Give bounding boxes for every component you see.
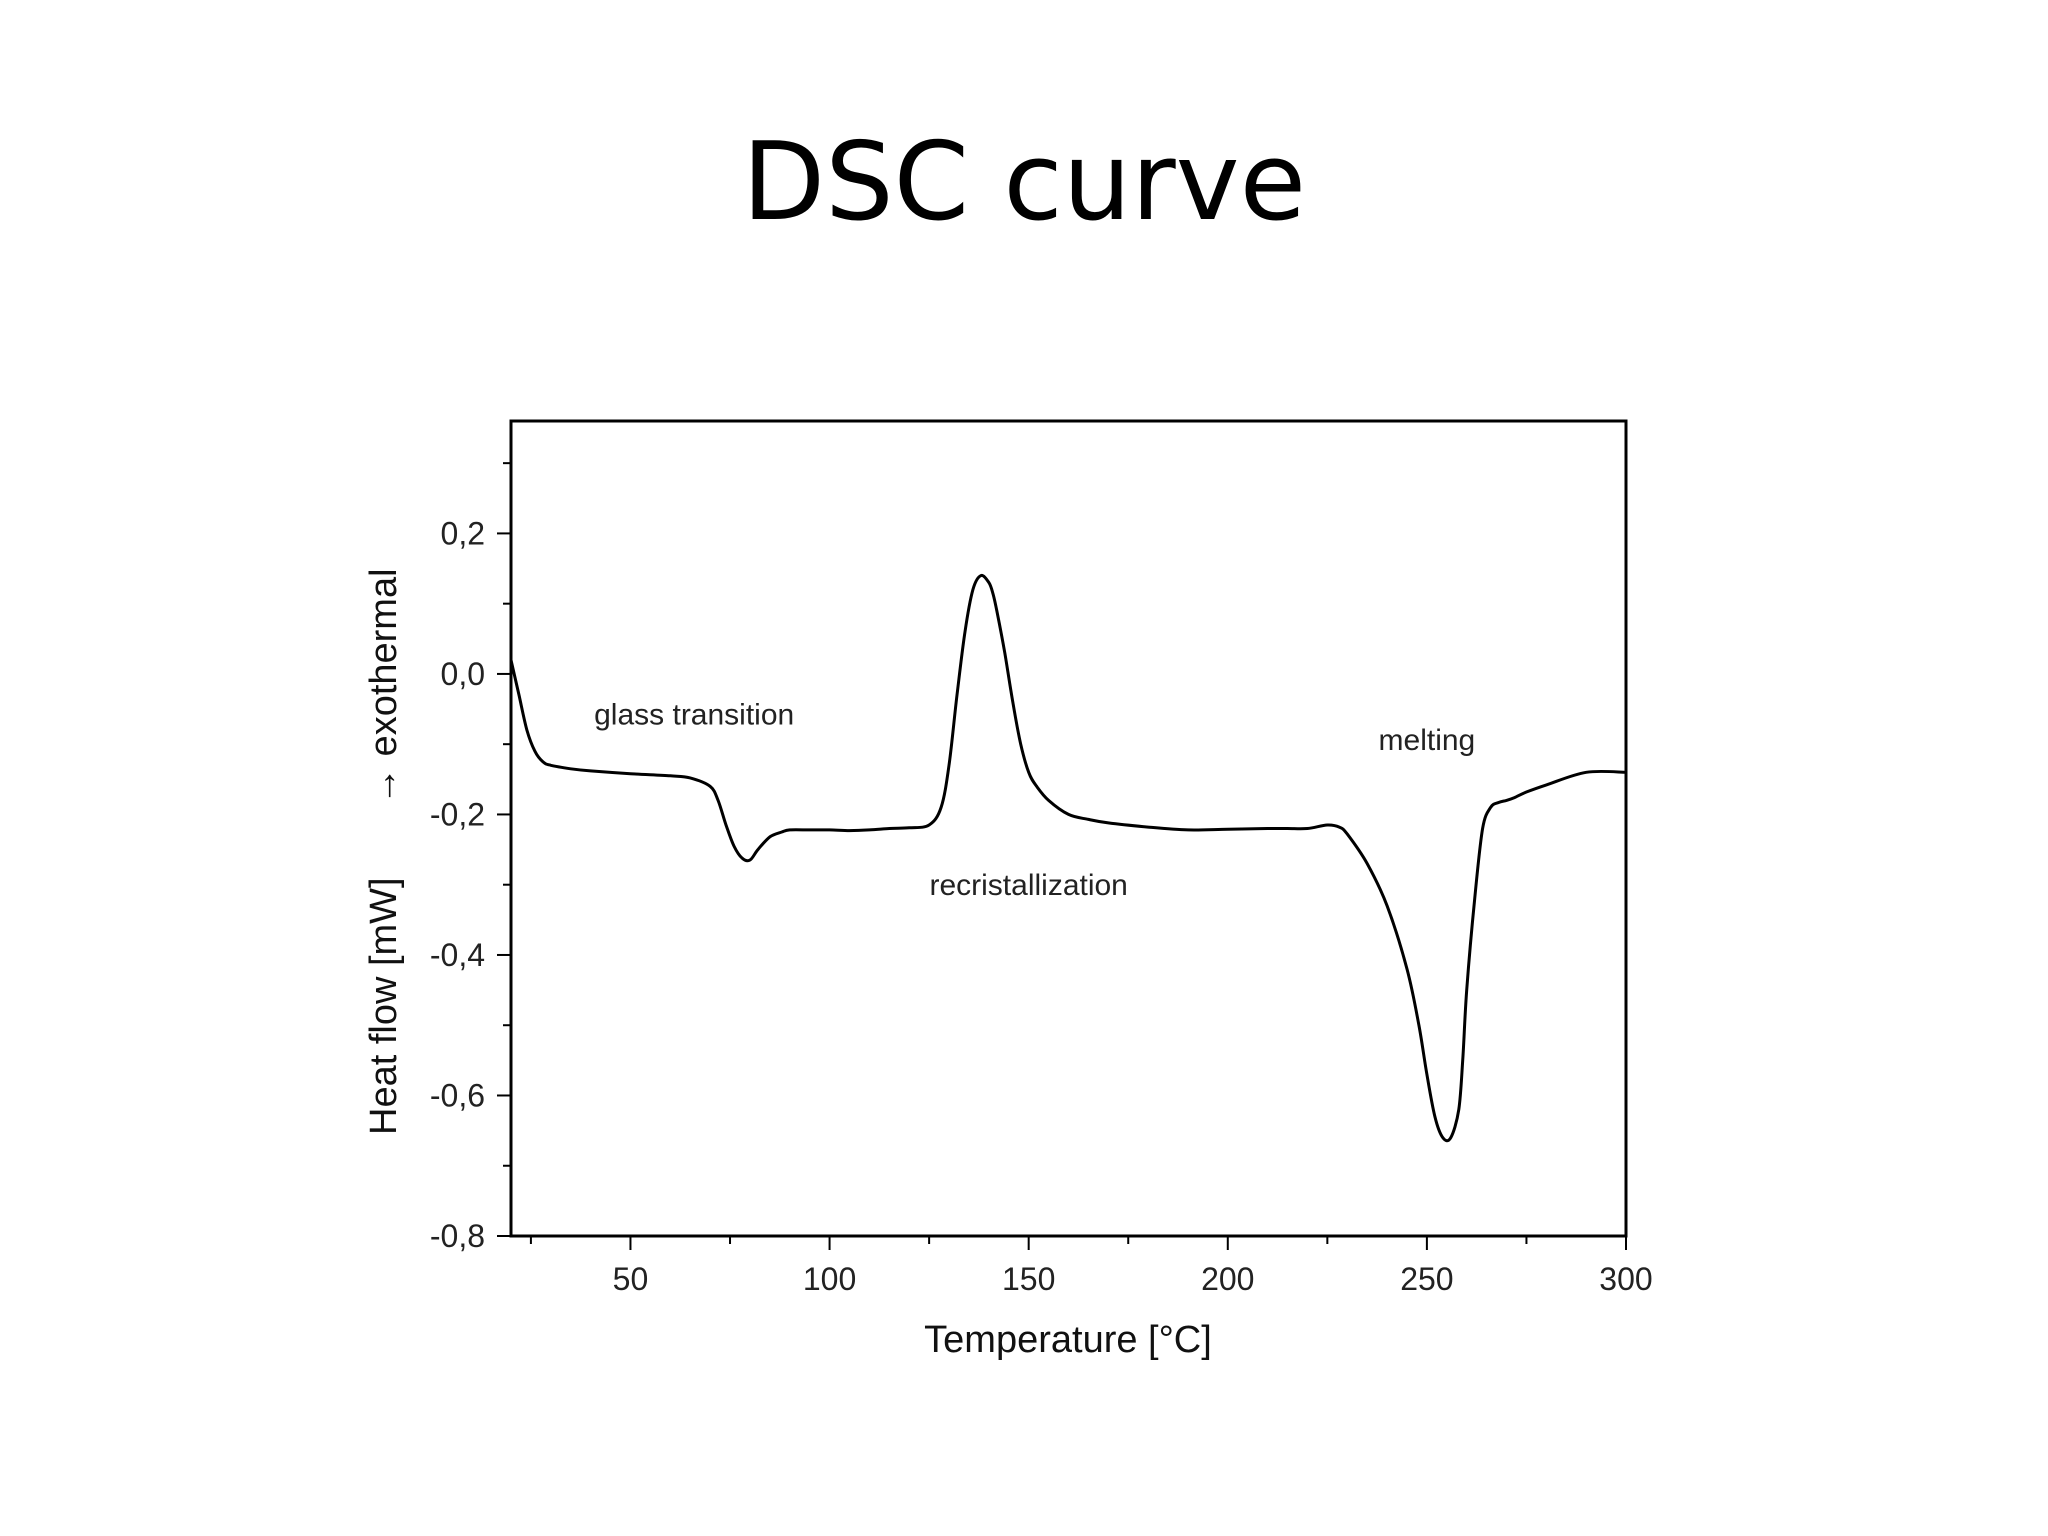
x-tick-label: 200 xyxy=(1201,1261,1254,1297)
y-tick-label: -0,6 xyxy=(430,1077,485,1113)
y-axis-title: Heat flow [mW] xyxy=(363,877,405,1135)
x-tick-label: 50 xyxy=(613,1261,649,1297)
y-tick-label: -0,4 xyxy=(430,937,485,973)
annotation-label: recristallization xyxy=(929,869,1127,902)
y-tick-label: 0,0 xyxy=(441,656,485,692)
x-tick-label: 250 xyxy=(1400,1261,1453,1297)
axis-tick-labels: 50 100 150 200 250 300 -0,8 -0,6 -0,4 -0,2 0,0 0,2 xyxy=(430,515,1653,1297)
annotations: glass transition recristallization melting xyxy=(594,699,1475,903)
y-tick-label: -0,8 xyxy=(430,1218,485,1254)
x-tick-label: 300 xyxy=(1599,1261,1652,1297)
x-tick-label: 150 xyxy=(1002,1261,1055,1297)
series-line xyxy=(509,573,1628,1143)
axis-ticks xyxy=(497,462,1627,1250)
y-axis-direction-label: → exothermal xyxy=(363,568,405,805)
page-title: DSC curve xyxy=(741,120,1307,245)
y-tick-label: -0,2 xyxy=(430,796,485,832)
annotation-label: glass transition xyxy=(594,699,794,732)
x-axis-title: Temperature [°C] xyxy=(924,1319,1212,1361)
annotation-label: melting xyxy=(1379,724,1476,757)
plot-frame xyxy=(509,419,1628,1238)
x-tick-label: 100 xyxy=(803,1261,856,1297)
y-tick-label: 0,2 xyxy=(441,515,485,551)
